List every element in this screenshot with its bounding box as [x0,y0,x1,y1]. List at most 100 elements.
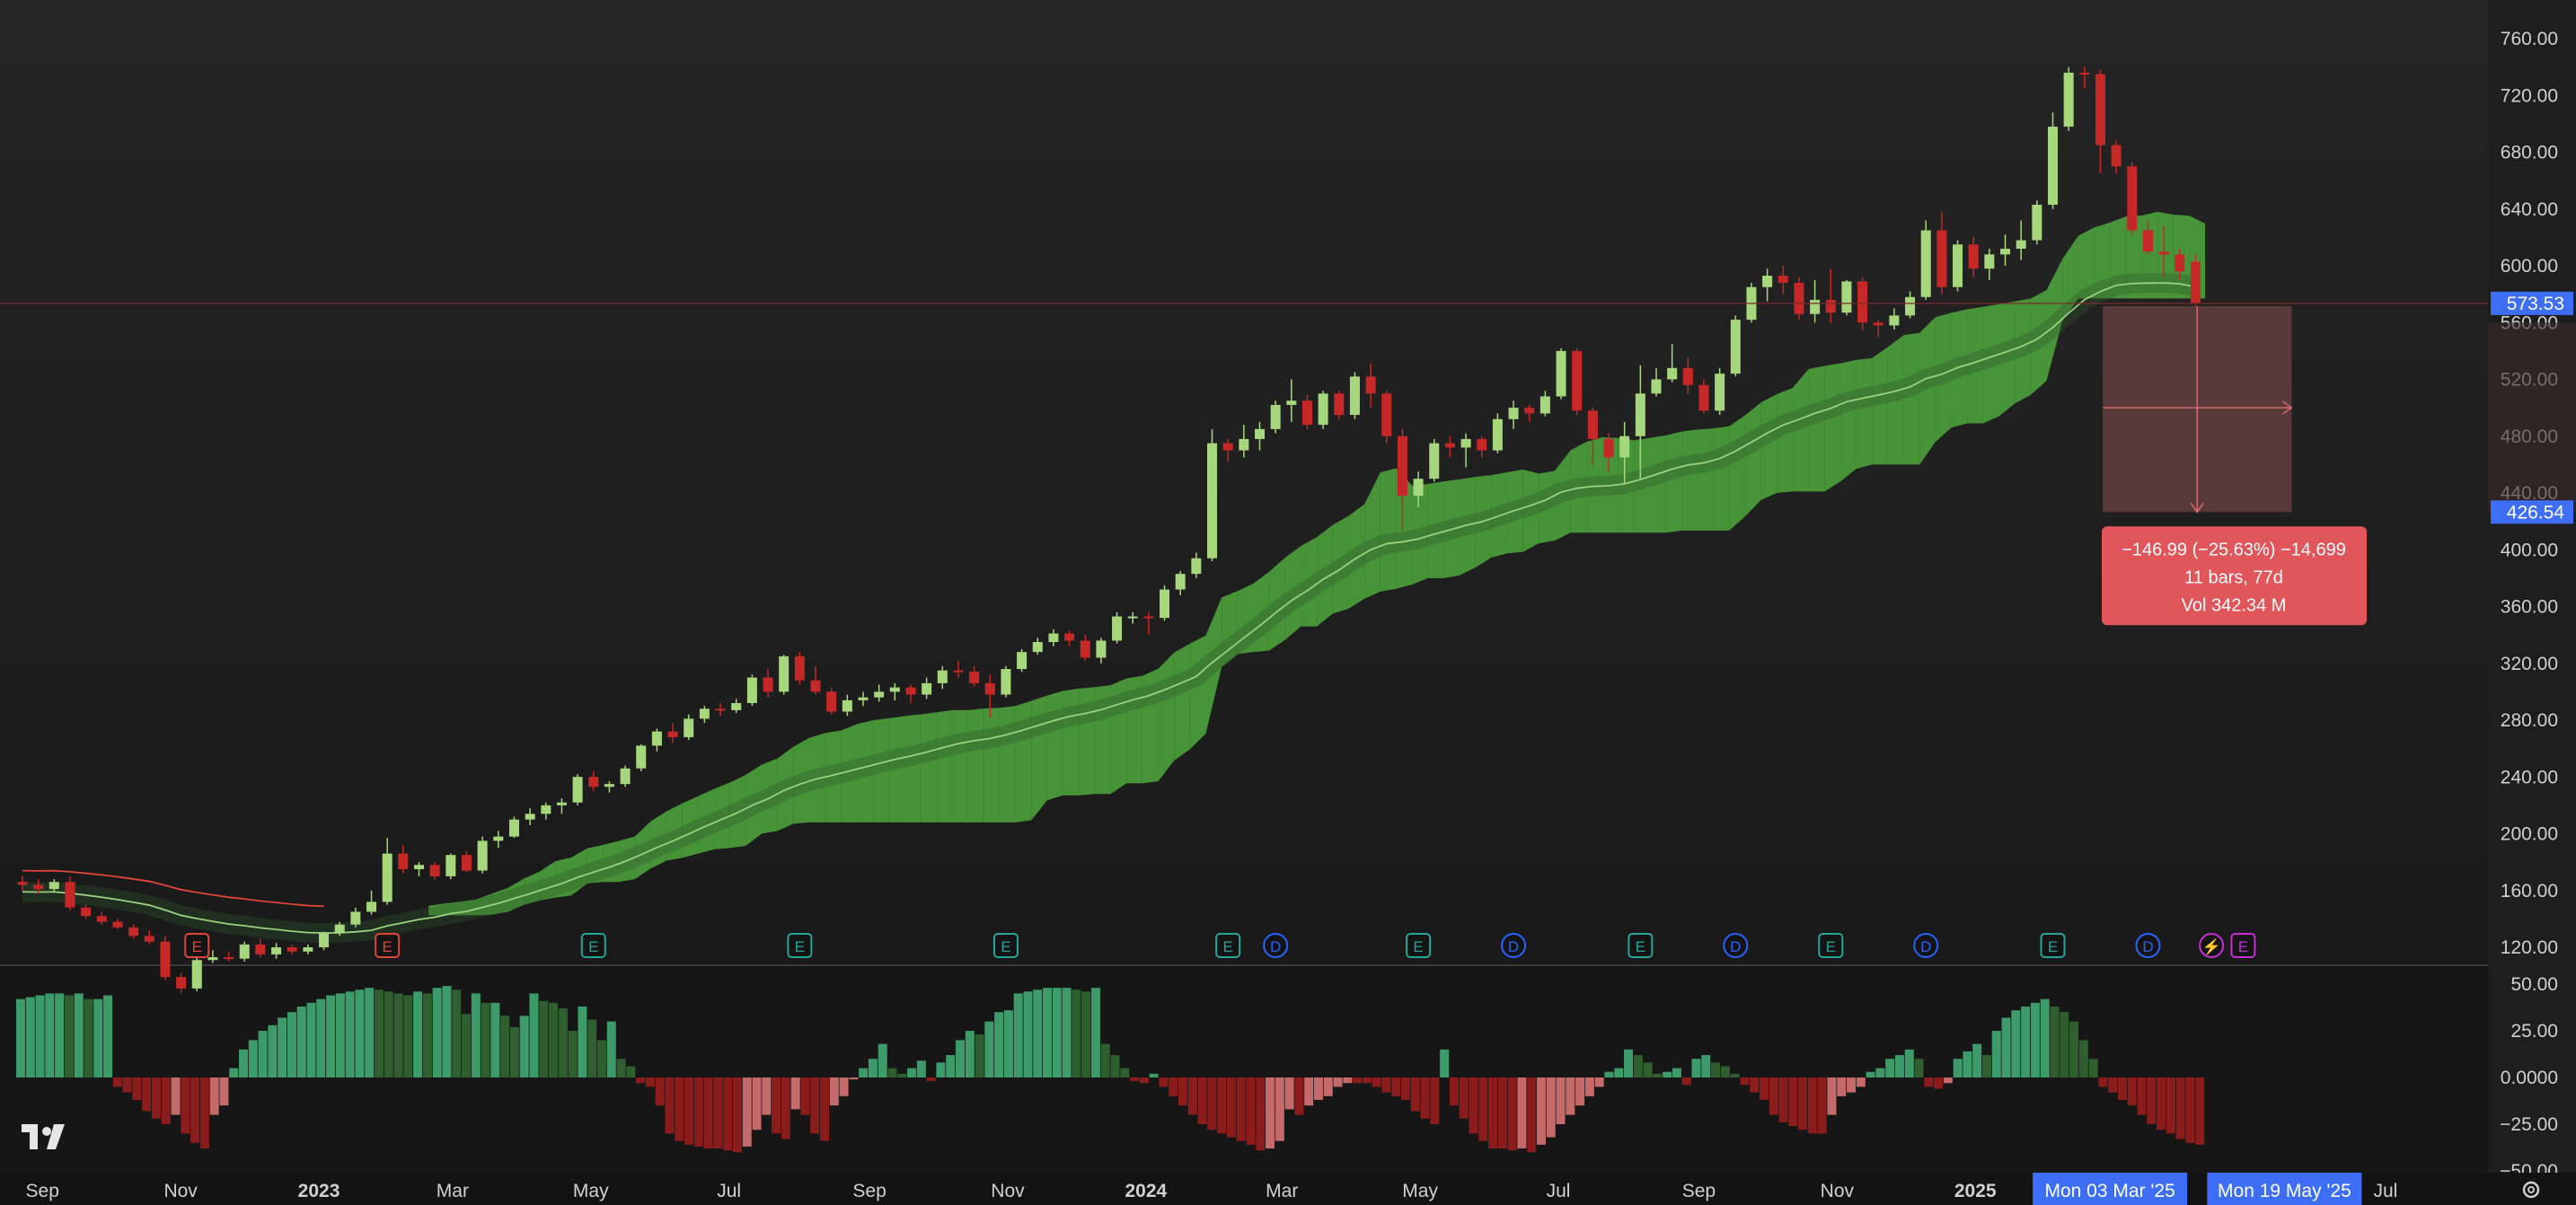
date-label-start[interactable]: Mon 03 Mar '25 [2033,1173,2188,1205]
event-marker-dividend[interactable]: D [1501,933,1527,958]
event-marker-dividend[interactable]: D [2135,933,2161,958]
cloud-segment [841,724,857,822]
candle [366,890,377,915]
settings-gear-icon[interactable] [2522,1181,2540,1199]
cloud-segment [1808,365,1825,492]
histogram-bar [1266,1077,1275,1149]
histogram-bar [55,993,65,1077]
event-marker-dividend[interactable]: D [1913,933,1939,958]
cloud-segment [1887,335,1904,465]
cloud-segment [872,717,889,822]
histogram-bar [45,993,55,1077]
histogram-bar [1207,1077,1217,1130]
histogram-bar [326,995,336,1077]
cloud-segment [1982,303,1999,424]
histogram-bar [509,1026,519,1077]
candle [1365,364,1376,409]
cloud-segment [762,758,778,834]
event-marker-split[interactable]: ⚡ [2199,933,2225,958]
histogram-bar [742,1077,752,1147]
histogram-bar [316,998,326,1077]
candle [65,875,75,910]
cloud-segment [2125,215,2142,299]
cloud-segment [920,712,937,822]
candle-body [1413,479,1424,497]
histogram-bar [2137,1077,2147,1115]
cloud-segment [904,714,921,822]
time-tick-label: Mar [1266,1181,1298,1201]
cloud-segment [698,788,715,854]
candle [842,694,852,717]
measure-tooltip-line1: −146.99 (−25.63%) −14,699 [2122,540,2346,559]
price-label-measure_low[interactable]: 426.54 [2491,500,2573,524]
event-marker-earnings[interactable]: E [2230,933,2256,958]
candle [1096,638,1107,664]
price-axis-bg[interactable] [2488,0,2576,1205]
histogram-bar [1837,1077,1847,1096]
candle-body [508,819,519,837]
candle [1920,220,1931,300]
histogram-bar [1372,1077,1381,1087]
cloud-segment [967,708,984,822]
marker-label: ⚡ [2202,937,2221,956]
candle [1698,379,1709,414]
event-marker-earnings[interactable]: E [787,933,813,958]
price-label-current[interactable]: 573.53 [2491,291,2573,315]
candle-body [17,882,28,885]
candle [1889,308,1900,330]
measure-tooltip[interactable]: −146.99 (−25.63%) −14,699 11 bars, 77d Vol… [2102,526,2367,626]
event-marker-dividend[interactable]: D [1723,933,1749,958]
histogram-bar [1130,1077,1140,1082]
event-marker-earnings[interactable]: E [580,933,606,958]
candle-body [1905,296,1916,316]
tradingview-logo[interactable] [22,1124,65,1149]
candle-body [763,677,773,692]
measure-tool[interactable]: −146.99 (−25.63%) −14,699 11 bars, 77d Vol… [0,303,2488,626]
time-tick-label: Jul [1547,1181,1571,1201]
event-marker-dividend[interactable]: D [1263,933,1289,958]
histogram-bar [1100,1043,1110,1077]
measure-arrow-down [2190,502,2204,514]
histogram-bar [1459,1077,1469,1119]
event-marker-earnings[interactable]: E [1628,933,1654,958]
histogram-bar [1866,1071,1875,1077]
candle [2016,220,2026,260]
event-marker-earnings[interactable]: E [992,933,1019,958]
histogram-bar [258,1031,268,1077]
candle-body [1001,669,1011,695]
candle-body [1080,640,1090,658]
candle-body [1667,367,1678,380]
candle [1286,379,1297,422]
candle-body [398,853,409,870]
candle [224,951,234,962]
histogram-bar [481,1002,490,1077]
event-marker-earnings[interactable]: E [184,933,210,958]
measure-tooltip-line2: 11 bars, 77d [2184,567,2283,587]
histogram-bar [2021,1006,2031,1077]
candle-body [1207,443,1218,559]
histogram-bar [365,988,375,1077]
event-marker-earnings[interactable]: E [375,933,401,958]
candle-body [604,784,614,787]
event-marker-earnings[interactable]: E [2040,933,2066,958]
marker-label: D [2142,938,2153,955]
pane-separator[interactable] [0,964,2576,966]
candle [96,911,107,925]
event-marker-earnings[interactable]: E [1406,933,1432,958]
event-marker-earnings[interactable]: E [1818,933,1844,958]
cloud-segment [555,858,572,898]
histogram-bar [112,1077,122,1087]
cloud-segment [1856,357,1873,470]
candle [1239,425,1249,458]
candle [303,944,313,954]
candle [1905,291,1916,319]
event-marker-earnings[interactable]: E [1215,933,1241,958]
candle-body [874,691,885,698]
histogram-bar [1333,1077,1343,1087]
date-label-end[interactable]: Mon 19 May '25 [2207,1173,2362,1205]
candle [1539,391,1550,417]
cloud-segment [650,811,667,869]
event-markers[interactable]: E E E E E E D E D E D E D E D ⚡ E [184,933,2256,958]
